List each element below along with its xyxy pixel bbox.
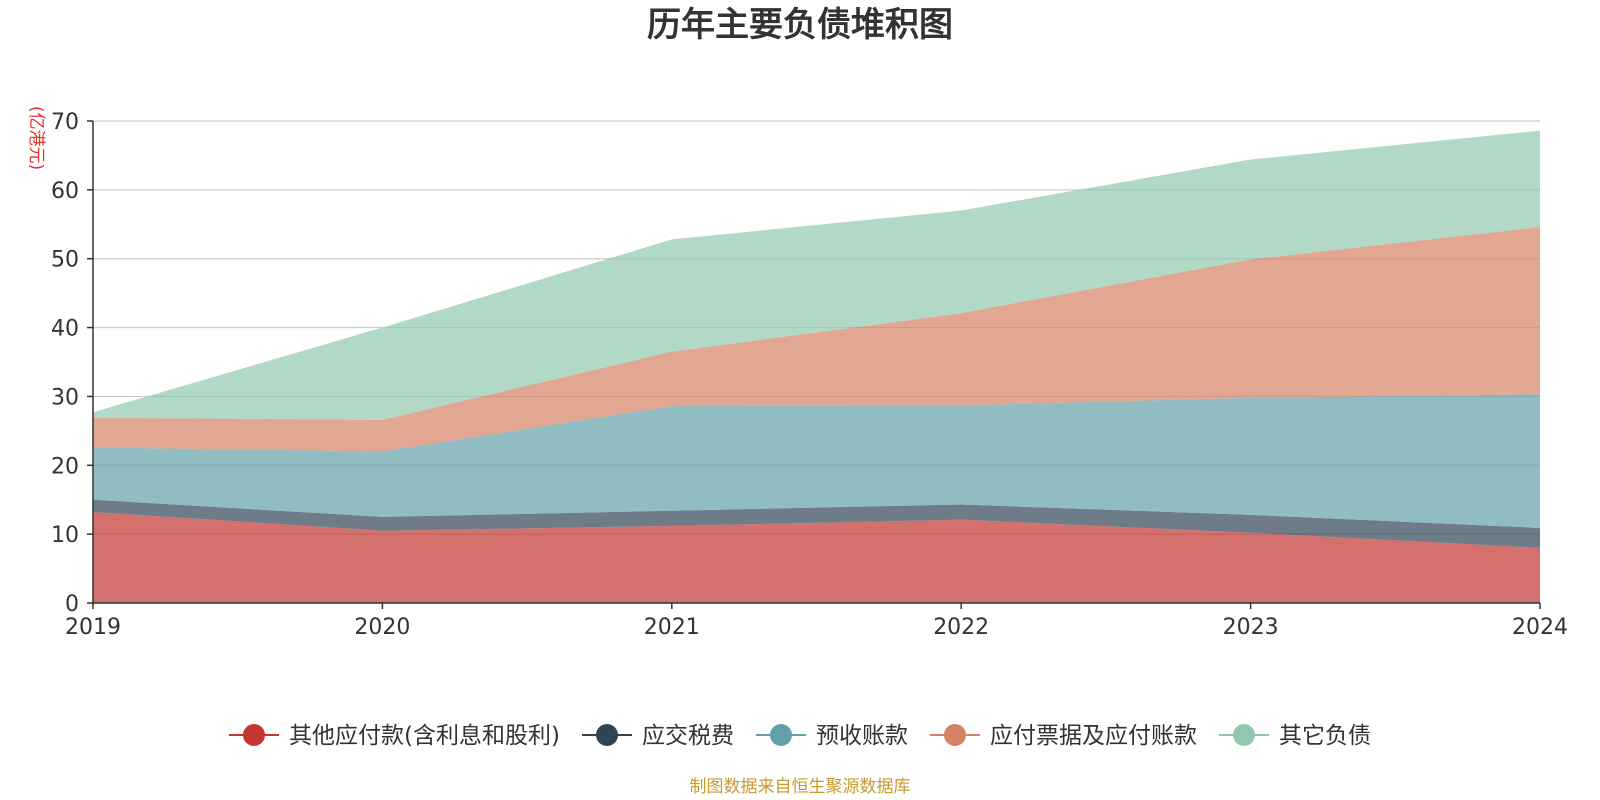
legend-item-3[interactable]: 应付票据及应付账款	[930, 723, 1197, 749]
legend-label: 应付票据及应付账款	[990, 723, 1197, 749]
legend-item-0[interactable]: 其他应付款(含利息和股利)	[229, 723, 560, 749]
area-series-3[interactable]	[93, 227, 1540, 452]
legend-marker	[1233, 724, 1255, 746]
y-tick-label: 20	[51, 454, 79, 479]
x-tick-label: 2023	[1223, 615, 1279, 640]
legend[interactable]: 其他应付款(含利息和股利) 应交税费 预收账款 应付票据及应付账款 其它负债	[229, 723, 1371, 749]
legend-marker	[944, 724, 966, 746]
area-series-4[interactable]	[93, 130, 1540, 420]
legend-item-4[interactable]: 其它负债	[1219, 723, 1371, 749]
y-tick-label: 30	[51, 385, 79, 410]
x-tick-label: 2024	[1512, 615, 1568, 640]
legend-marker	[243, 724, 265, 746]
axes: 0 10 20 30 40 50 60 70 2019 2020 2021 2022 2023 2024	[51, 110, 1568, 640]
data-source-footer: 制图数据来自恒生聚源数据库	[690, 777, 911, 797]
legend-item-2[interactable]: 预收账款	[756, 723, 908, 749]
chart-title: 历年主要负债堆积图	[647, 5, 953, 45]
y-axis-unit-label: (亿港元)	[26, 106, 46, 170]
y-tick-label: 50	[51, 248, 79, 273]
legend-label: 其他应付款(含利息和股利)	[289, 723, 560, 749]
y-tick-label: 60	[51, 179, 79, 204]
legend-label: 预收账款	[816, 723, 908, 749]
y-tick-label: 10	[51, 523, 79, 548]
x-tick-label: 2022	[933, 615, 989, 640]
legend-label: 其它负债	[1279, 723, 1371, 749]
legend-label: 应交税费	[642, 723, 734, 749]
legend-item-1[interactable]: 应交税费	[582, 723, 734, 749]
y-tick-label: 0	[65, 592, 79, 617]
legend-marker	[770, 724, 792, 746]
area-series-1[interactable]	[93, 499, 1540, 548]
x-tick-label: 2021	[644, 615, 700, 640]
area-series-0[interactable]	[93, 512, 1540, 603]
legend-marker	[596, 724, 618, 746]
y-tick-label: 40	[51, 317, 79, 342]
area-series-2[interactable]	[93, 394, 1540, 528]
x-tick-label: 2020	[354, 615, 410, 640]
area-series-group	[93, 130, 1540, 603]
x-tick-label: 2019	[65, 615, 121, 640]
y-tick-label: 70	[51, 110, 79, 135]
